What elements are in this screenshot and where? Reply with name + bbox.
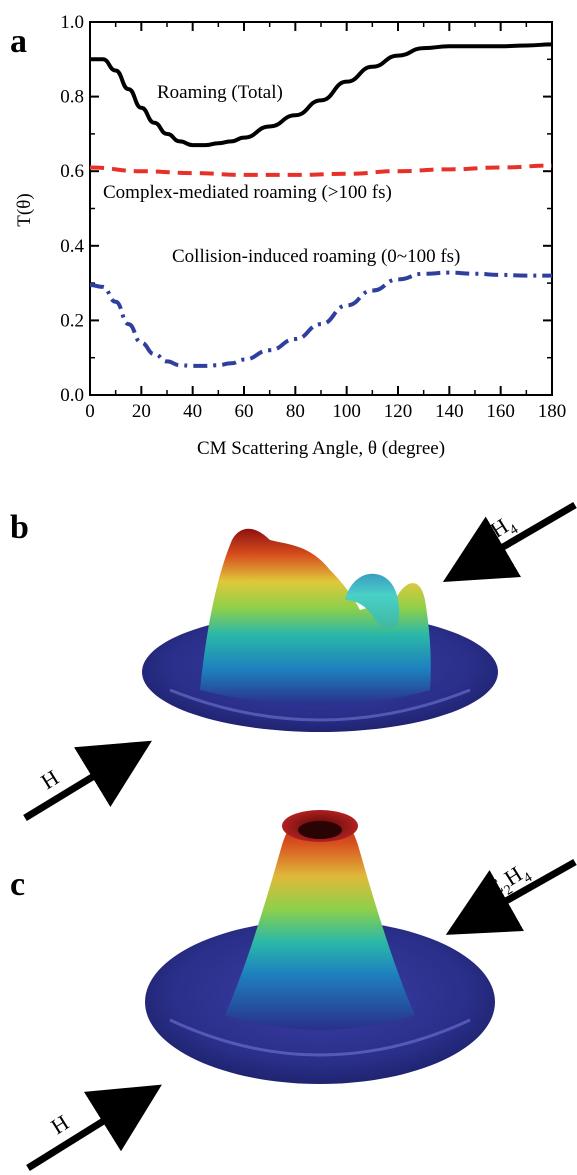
y-tick-label: 0.0 [60,385,84,406]
x-tick-label: 60 [235,401,254,422]
roaming-chart: 0 20 40 60 80 100 120 140 160 180 0.0 0.2 0.4 0.6 0.8… [14,12,566,459]
panel-label-c: c [10,866,25,903]
annotation-roaming-total: Roaming (Total) [157,82,283,103]
surface-c: C2H4 H [26,810,577,1171]
arrow-c2h4-c [445,858,577,935]
peak-b [200,528,431,705]
series-line-1 [90,42,553,148]
x-tick-label: 160 [486,401,515,422]
x-tick-label: 40 [183,401,202,422]
x-tick-label: 120 [384,401,413,422]
series-line-2 [89,163,553,177]
crater-hole-c [298,821,342,839]
x-axis-label: CM Scattering Angle, θ (degree) [197,438,445,459]
surface-b: C2H4 H [23,501,577,821]
x-tick-label: 0 [85,401,95,422]
y-axis-label: T(θ) [14,193,35,226]
y-tick-label: 0.4 [60,236,84,257]
x-tick-label: 80 [286,401,305,422]
y-tick-label: 0.8 [60,87,84,108]
arrow-c2h4-b [442,501,577,583]
y-tick-label: 0.2 [60,310,84,331]
annotation-collision-induced: Collision-induced roaming (0~100 fs) [172,246,460,267]
ring-highlight-b [169,688,471,722]
plot-frame [89,21,553,396]
arrow-h-b [23,740,152,821]
x-tick-label: 140 [435,401,464,422]
y-tick-label: 1.0 [60,12,84,33]
y-tick-label: 0.6 [60,161,84,182]
bump-b [345,573,400,628]
arrow-h-c [26,1084,162,1171]
y-axis-ticks: 0.0 0.2 0.4 0.6 0.8 1.0 [60,12,552,406]
series-line-3 [89,270,552,368]
x-tick-label: 180 [538,401,567,422]
x-tick-label: 20 [132,401,151,422]
annotation-complex-mediated: Complex-mediated roaming (>100 fs) [103,182,392,203]
series-layer [89,42,553,368]
panel-label-b: b [10,509,29,546]
x-tick-label: 100 [332,401,361,422]
panel-label-a: a [10,23,27,60]
label-h-c: H [46,1110,73,1140]
x-axis-ticks: 0 20 40 60 80 100 120 140 160 180 [85,22,566,422]
ring-highlight-c [169,1018,471,1057]
label-h-b: H [36,765,63,795]
peak-c [225,810,415,1030]
